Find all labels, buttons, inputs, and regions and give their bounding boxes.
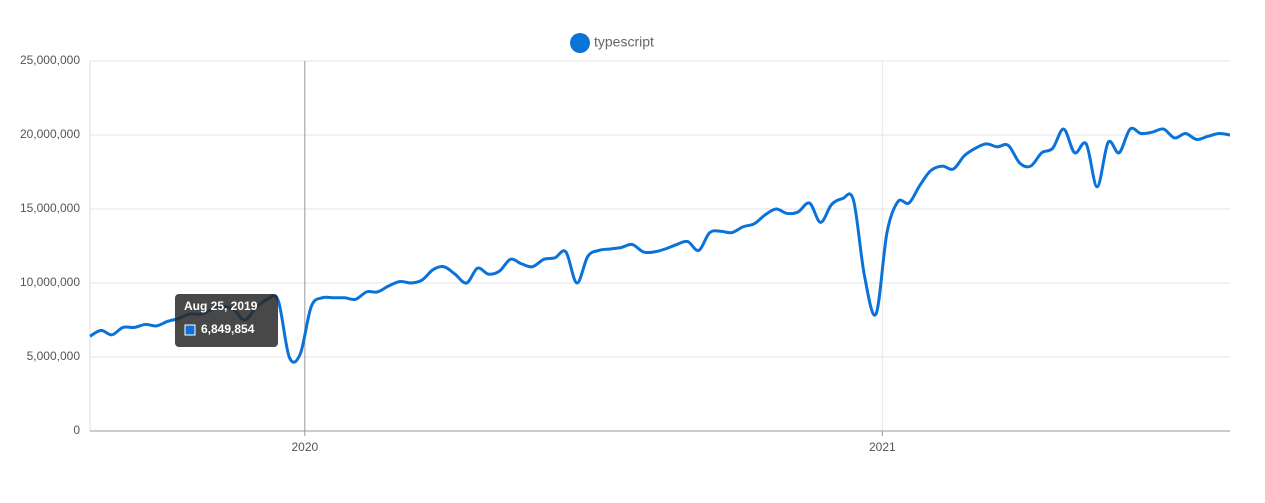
y-tick-label: 15,000,000 [20, 201, 80, 215]
y-tick-label: 25,000,000 [20, 53, 80, 67]
x-tick-label: 2020 [291, 440, 318, 454]
legend-label: typescript [594, 34, 654, 50]
y-tick-label: 0 [73, 423, 80, 437]
tooltip-value: 6,849,854 [201, 322, 255, 336]
y-tick-label: 10,000,000 [20, 275, 80, 289]
y-tick-label: 5,000,000 [27, 349, 81, 363]
legend-marker [570, 33, 590, 53]
tooltip-date: Aug 25, 2019 [184, 299, 258, 313]
tooltip-box [175, 294, 278, 347]
x-tick-label: 2021 [869, 440, 896, 454]
tooltip: Aug 25, 2019 6,849,854 [175, 294, 278, 347]
y-tick-label: 20,000,000 [20, 127, 80, 141]
line [89, 126, 1231, 364]
tooltip-swatch [184, 324, 196, 336]
